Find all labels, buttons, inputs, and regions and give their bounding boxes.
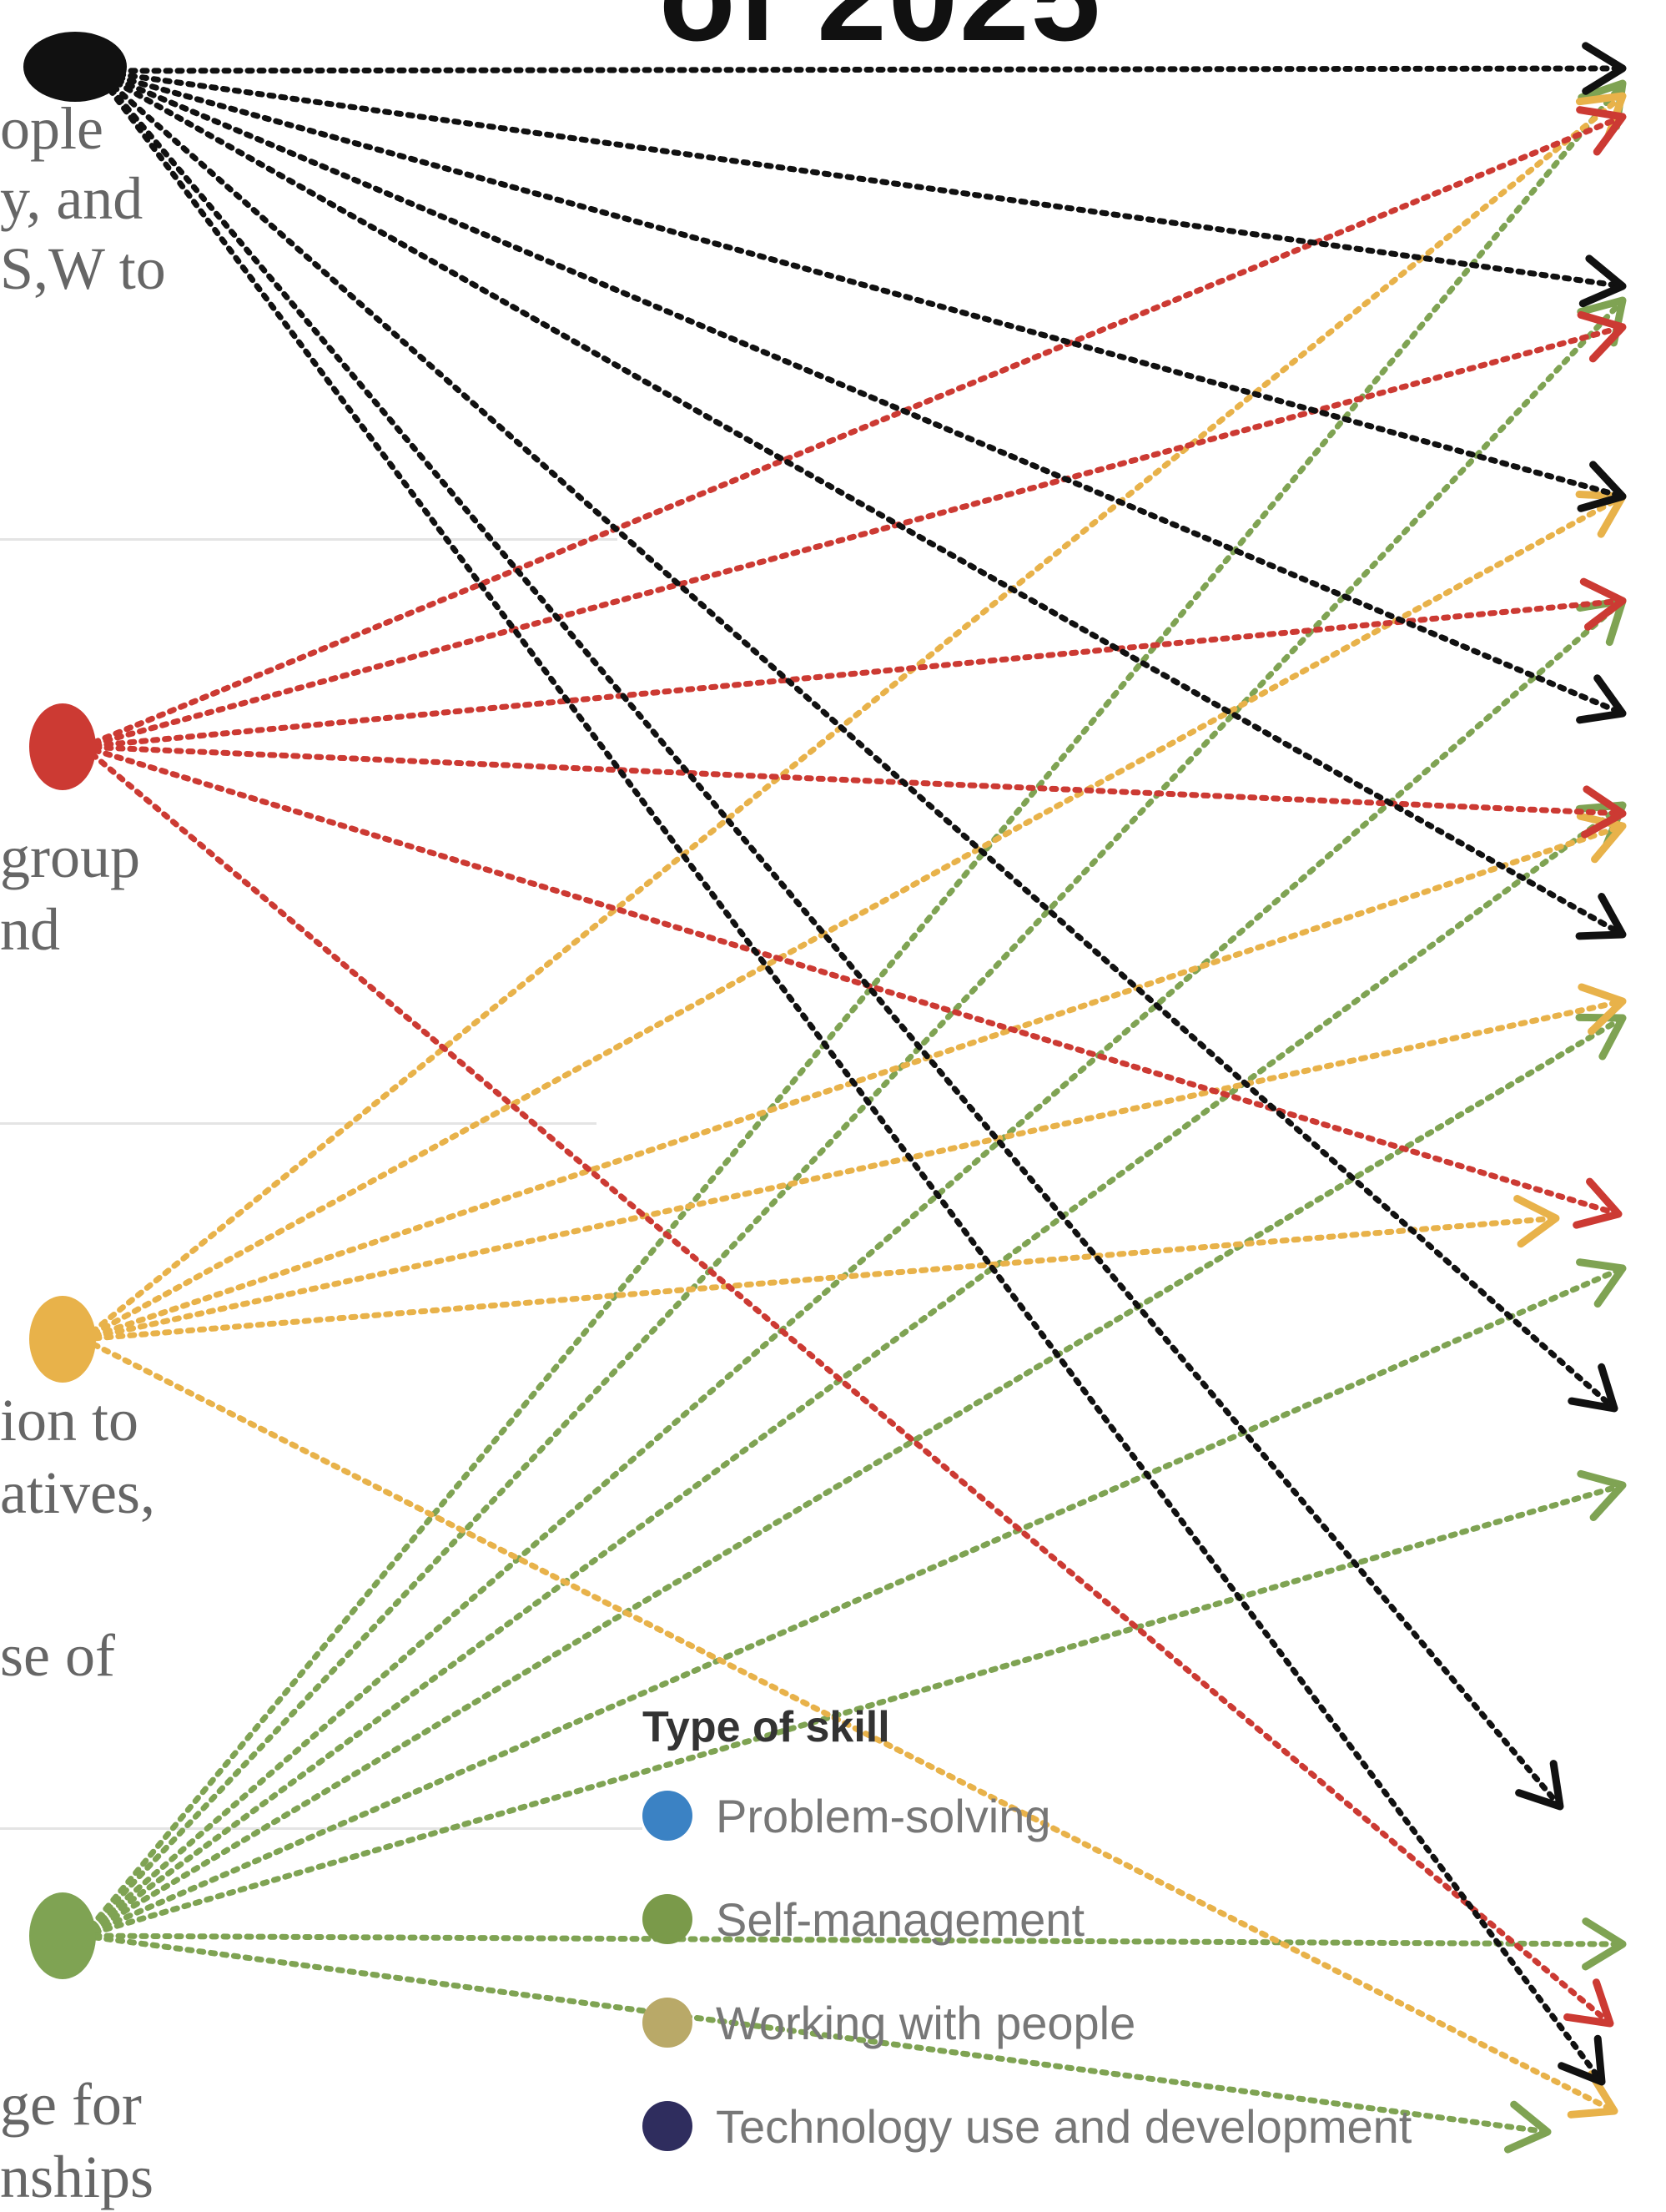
red-arrowhead-3	[1579, 577, 1627, 631]
orange-arrowhead-5	[1513, 1195, 1560, 1248]
orange-source-node	[29, 1296, 96, 1383]
black-connector-line-3	[93, 68, 1626, 500]
orange-connector-line-1	[80, 93, 1626, 1343]
skill-type-legend: Type of skill Problem-solving Self-manag…	[642, 1702, 1412, 2178]
green-arrowhead-9	[1503, 2100, 1552, 2154]
red-connector-line-1	[80, 113, 1626, 750]
green-arrowhead-6	[1576, 1258, 1627, 1308]
legend-label-problem-solving: Problem-solving	[716, 1789, 1051, 1842]
orange-connector-line-4	[80, 998, 1626, 1343]
red-connector-line-5	[80, 743, 1622, 1217]
black-connector-line-5	[93, 68, 1626, 938]
green-connector-line-9	[80, 1932, 1551, 2135]
black-arrowhead-8	[1558, 2034, 1606, 2086]
separator-3	[0, 1827, 642, 1830]
red-connector-line-4	[80, 743, 1626, 817]
legend-dot-problem-solving	[642, 1791, 692, 1841]
black-connector-line-6	[93, 68, 1618, 1412]
legend-label-self-management: Self-management	[716, 1892, 1085, 1946]
separator-1	[0, 538, 617, 541]
black-connector-line-8	[93, 68, 1605, 2085]
black-arrowhead-3	[1577, 461, 1627, 512]
legend-item-technology: Technology use and development	[642, 2074, 1412, 2178]
black-connector-line-2	[93, 68, 1626, 290]
red-connector-line-6	[80, 743, 1613, 2027]
green-arrowhead-5	[1575, 1013, 1627, 1061]
legend-dot-working-with-people	[642, 1998, 692, 2048]
red-arrowhead-6	[1563, 1978, 1614, 2028]
black-arrowhead-6	[1568, 1363, 1618, 1413]
green-connector-line-1	[80, 80, 1626, 1939]
title-fragment: of 2025	[659, 0, 1102, 69]
legend-dot-self-management	[642, 1894, 692, 1944]
left-text-2: y, and	[0, 165, 143, 232]
orange-arrowhead-4	[1578, 983, 1627, 1035]
left-text-3: S,W to	[0, 235, 166, 302]
green-arrowhead-8	[1582, 1917, 1627, 1971]
green-connector-line-7	[80, 1482, 1626, 1939]
legend-title: Type of skill	[642, 1703, 890, 1751]
legend-item-self-management: Self-management	[642, 1867, 1412, 1971]
legend-item-problem-solving: Problem-solving	[642, 1764, 1412, 1867]
green-connector-line-8	[80, 1932, 1626, 1947]
green-connector-line-5	[80, 1015, 1626, 1939]
black-connector-line-4	[93, 68, 1626, 717]
red-arrowhead-1	[1576, 106, 1627, 156]
legend-item-working-with-people: Working with people	[642, 1971, 1412, 2074]
green-source-node	[29, 1892, 96, 1979]
left-text-8: se of	[0, 1622, 115, 1689]
green-arrowhead-7	[1577, 1469, 1627, 1522]
separator-2	[0, 1122, 596, 1125]
black-source-node	[23, 32, 127, 102]
green-connector-line-2	[80, 297, 1626, 1939]
black-connector-line-1	[93, 65, 1626, 74]
legend-dot-technology	[642, 2101, 692, 2151]
left-text-5: nd	[0, 896, 60, 963]
red-connector-line-3	[80, 597, 1626, 750]
green-connector-line-3	[80, 597, 1626, 1939]
green-connector-line-4	[80, 802, 1626, 1939]
red-arrowhead-2	[1577, 310, 1627, 363]
orange-arrowhead-6	[1567, 2070, 1618, 2119]
black-arrowhead-1	[1582, 42, 1627, 95]
left-text-10: nships	[0, 2144, 154, 2210]
left-text-4: group	[0, 824, 140, 890]
black-arrowhead-7	[1515, 1760, 1564, 1811]
red-arrowhead-4	[1581, 785, 1627, 839]
left-text-7: atives,	[0, 1459, 155, 1526]
left-text-6: ion to	[0, 1387, 139, 1454]
red-connector-line-2	[80, 324, 1626, 750]
left-text-1: ople	[0, 95, 103, 162]
black-arrowhead-5	[1575, 893, 1627, 940]
black-connector-line-7	[93, 68, 1563, 1810]
black-arrowhead-2	[1578, 254, 1627, 308]
orange-connector-line-5	[80, 1215, 1559, 1343]
legend-label-working-with-people: Working with people	[716, 1996, 1136, 2049]
green-connector-line-6	[80, 1265, 1626, 1939]
orange-connector-line-2	[80, 493, 1626, 1343]
black-arrowhead-4	[1576, 674, 1627, 724]
orange-arrowhead-3	[1576, 812, 1627, 864]
legend-label-technology: Technology use and development	[716, 2099, 1412, 2153]
orange-connector-line-6	[80, 1336, 1618, 2114]
red-arrowhead-5	[1573, 1177, 1623, 1229]
red-source-node	[29, 703, 96, 790]
left-text-9: ge for	[0, 2071, 142, 2138]
